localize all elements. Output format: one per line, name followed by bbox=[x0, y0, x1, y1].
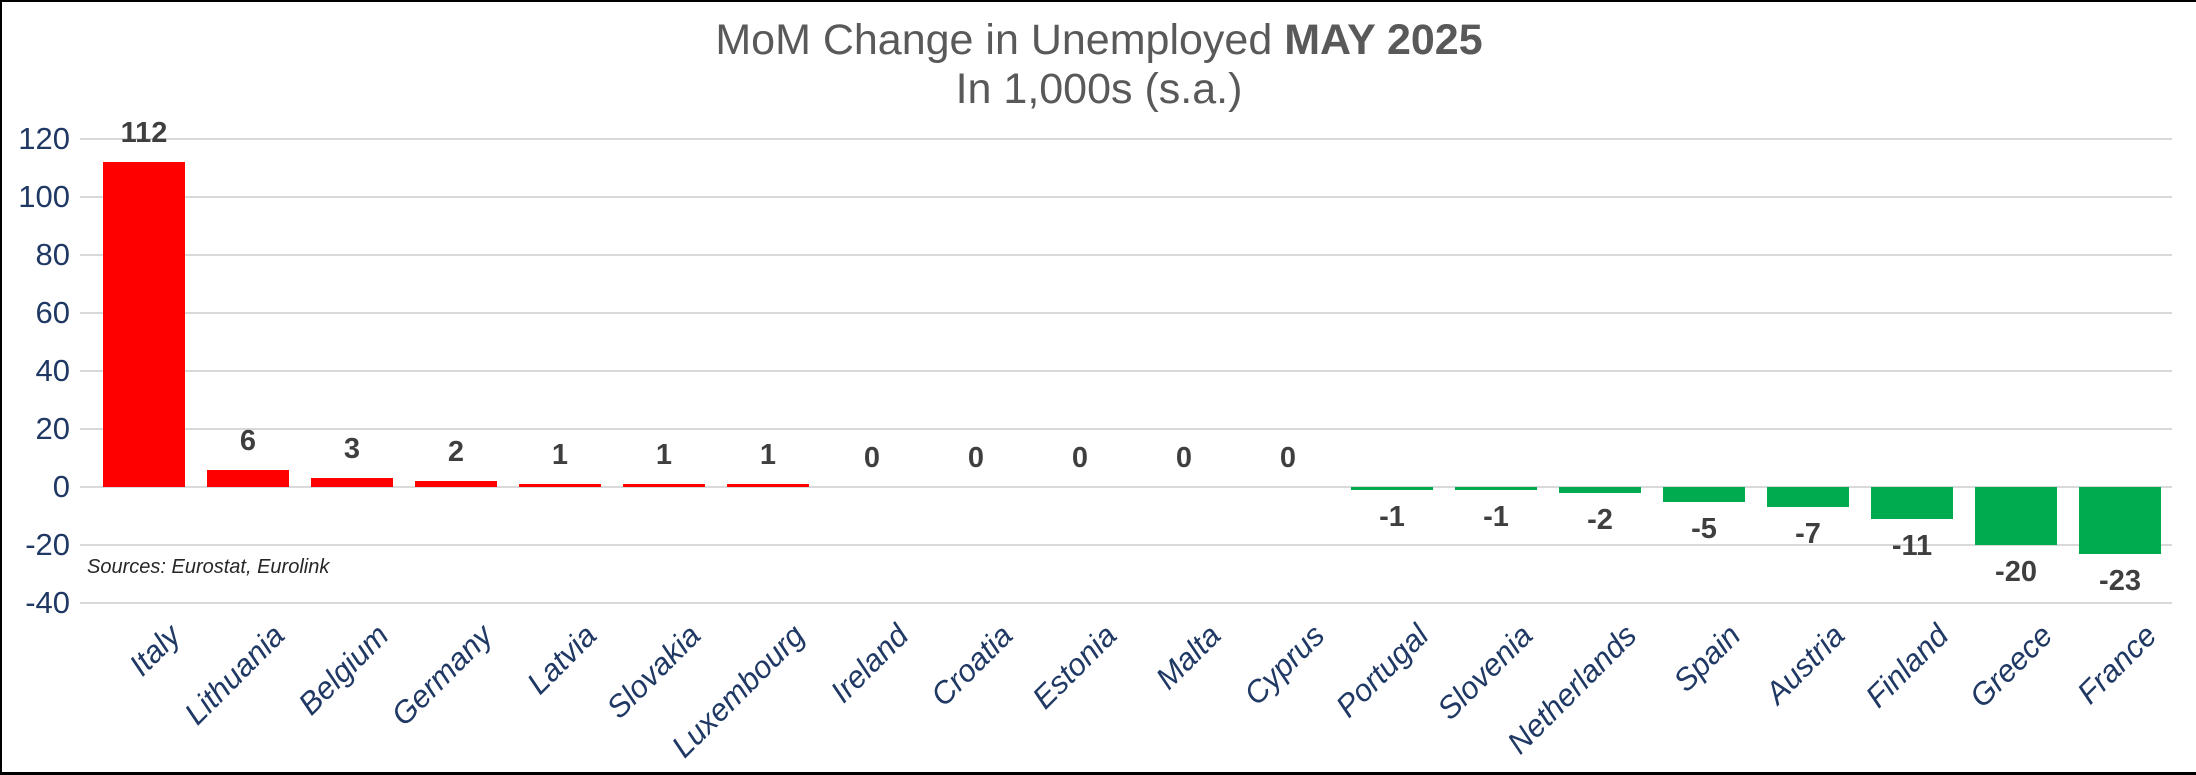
gridline-40 bbox=[80, 370, 2172, 372]
bar-value-label-greece: -20 bbox=[1995, 556, 2037, 588]
y-axis-tick-label: 80 bbox=[35, 237, 70, 272]
y-axis-tick-label: 40 bbox=[35, 353, 70, 388]
bar-netherlands bbox=[1559, 487, 1641, 493]
bar-value-label-luxembourg: 1 bbox=[759, 439, 777, 472]
bar-greece bbox=[1975, 487, 2057, 545]
bar-italy bbox=[103, 162, 185, 487]
bar-value-label-latvia: 1 bbox=[551, 439, 569, 472]
gridline--20 bbox=[80, 544, 2172, 546]
gridline-20 bbox=[80, 428, 2172, 430]
bar-value-label-belgium: 3 bbox=[343, 433, 361, 466]
bar-value-label-finland: -11 bbox=[1891, 529, 1933, 562]
bar-slovakia bbox=[623, 484, 705, 487]
y-axis-tick-label: 0 bbox=[52, 469, 70, 504]
gridline-60 bbox=[80, 312, 2172, 314]
y-axis-tick-label: 120 bbox=[18, 121, 70, 156]
y-axis-tick-label: -40 bbox=[25, 585, 70, 620]
bar-belgium bbox=[311, 478, 393, 487]
gridline-100 bbox=[80, 196, 2172, 198]
bar-value-label-france: -23 bbox=[2099, 564, 2141, 597]
bar-value-label-austria: -7 bbox=[1795, 518, 1821, 551]
bar-value-label-spain: -5 bbox=[1691, 512, 1717, 545]
bar-lithuania bbox=[207, 469, 289, 487]
bar-france bbox=[2079, 487, 2161, 554]
bar-slovenia bbox=[1455, 487, 1537, 490]
bar-value-label-lithuania: 6 bbox=[239, 424, 257, 457]
bar-value-label-slovenia: -1 bbox=[1483, 500, 1509, 533]
bar-portugal bbox=[1351, 487, 1433, 490]
bar-value-label-cyprus: 0 bbox=[1279, 442, 1297, 474]
y-axis-tick-label: 20 bbox=[35, 411, 70, 446]
bar-value-label-netherlands: -2 bbox=[1587, 503, 1613, 536]
bar-value-label-malta: 0 bbox=[1175, 442, 1193, 474]
y-axis-tick-label: 100 bbox=[18, 179, 70, 214]
y-axis-tick-label: -20 bbox=[25, 527, 70, 562]
bar-latvia bbox=[519, 484, 601, 487]
bar-germany bbox=[415, 481, 497, 487]
gridline-80 bbox=[80, 254, 2172, 256]
sources-note: Sources: Eurostat, Eurolink bbox=[87, 556, 330, 578]
y-axis-tick-label: 60 bbox=[35, 295, 70, 330]
bar-value-label-ireland: 0 bbox=[863, 442, 881, 474]
bar-value-label-italy: 112 bbox=[120, 117, 168, 150]
chart-subtitle: In 1,000s (s.a.) bbox=[955, 65, 1243, 113]
bar-value-label-estonia: 0 bbox=[1071, 442, 1089, 474]
chart-title-regular-text: MoM Change in Unemployed bbox=[715, 16, 1285, 64]
chart-title-line1: MoM Change in Unemployed MAY 2025 bbox=[2, 16, 2196, 65]
gridline-120 bbox=[80, 138, 2172, 140]
bar-value-label-croatia: 0 bbox=[967, 442, 985, 474]
bar-value-label-slovakia: 1 bbox=[655, 439, 673, 472]
chart-title: MoM Change in Unemployed MAY 2025 In 1,0… bbox=[2, 16, 2196, 114]
gridline-0 bbox=[80, 486, 2172, 488]
bar-finland bbox=[1871, 487, 1953, 519]
bar-luxembourg bbox=[727, 484, 809, 487]
bar-spain bbox=[1663, 487, 1745, 502]
chart-title-period-text: MAY 2025 bbox=[1284, 16, 1483, 64]
gridline--40 bbox=[80, 602, 2172, 604]
bar-value-label-portugal: -1 bbox=[1379, 500, 1405, 533]
bar-value-label-germany: 2 bbox=[447, 436, 465, 469]
bar-austria bbox=[1767, 487, 1849, 508]
